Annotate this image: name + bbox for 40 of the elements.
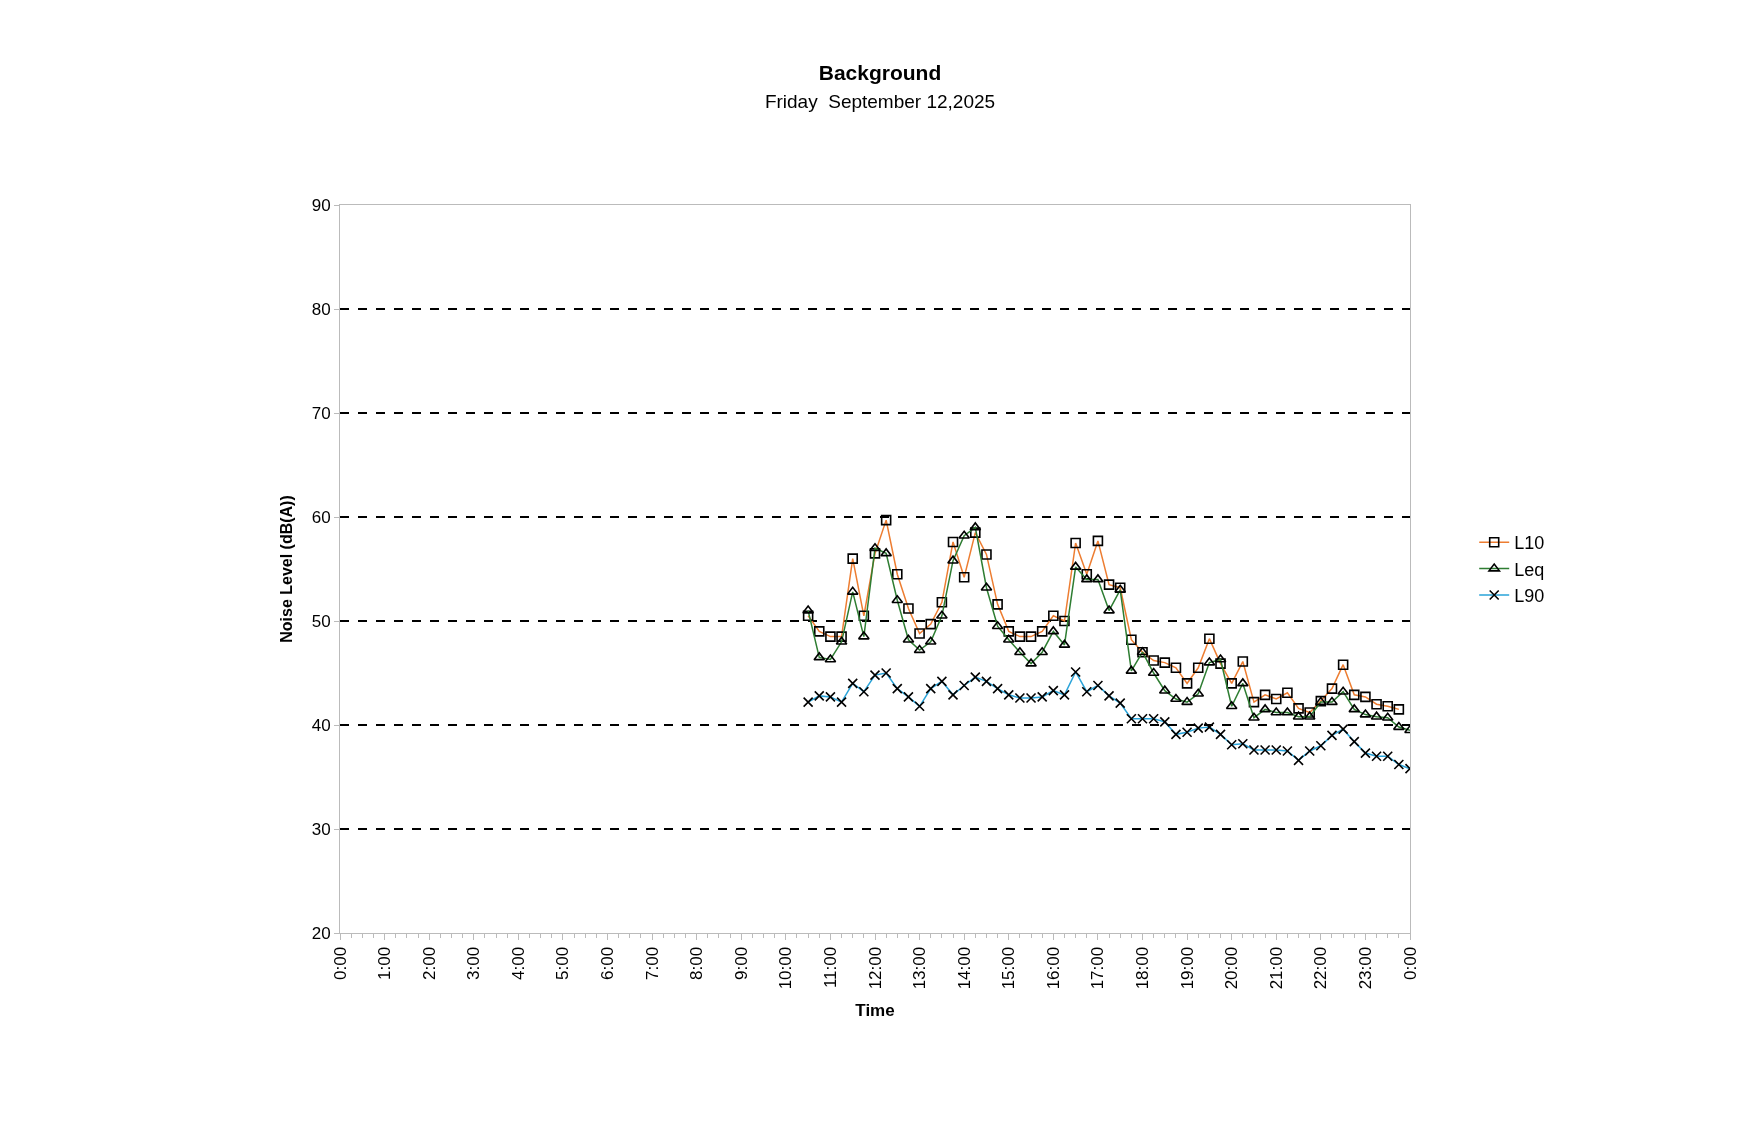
x-tick-label: 23:00	[1355, 946, 1375, 990]
x-tick-label: 14:00	[954, 946, 974, 990]
x-tick-label: 0:00	[330, 946, 350, 980]
x-tick-label: 15:00	[999, 946, 1019, 990]
x-tick-label: 18:00	[1133, 946, 1153, 990]
legend-label: Leq	[1514, 559, 1545, 580]
y-tick-label: 90	[311, 195, 331, 215]
x-axis-title: Time	[855, 1000, 895, 1020]
legend-label: L10	[1514, 533, 1545, 554]
x-tick-label: 0:00	[1400, 946, 1420, 980]
y-tick-label: 70	[311, 403, 331, 423]
y-tick-label: 20	[311, 923, 331, 943]
x-tick-label: 2:00	[419, 946, 439, 980]
legend-label: L90	[1514, 586, 1545, 607]
x-tick-label: 21:00	[1266, 946, 1286, 990]
y-tick-label: 50	[311, 611, 331, 631]
y-tick-label: 60	[311, 507, 331, 527]
x-tick-label: 4:00	[508, 946, 528, 980]
x-tick-label: 20:00	[1222, 946, 1242, 990]
y-tick-label: 80	[311, 299, 331, 319]
x-tick-label: 12:00	[865, 946, 885, 990]
x-tick-label: 22:00	[1311, 946, 1331, 990]
x-tick-label: 16:00	[1043, 946, 1063, 990]
x-tick-label: 17:00	[1088, 946, 1108, 990]
x-tick-label: 13:00	[910, 946, 930, 990]
chart-subtitle: Friday September 12,2025	[764, 90, 996, 112]
x-tick-label: 5:00	[553, 946, 573, 980]
x-tick-label: 6:00	[598, 946, 618, 980]
x-tick-label: 1:00	[375, 946, 395, 980]
x-tick-label: 7:00	[642, 946, 662, 980]
x-tick-label: 11:00	[820, 946, 840, 989]
x-tick-label: 19:00	[1177, 946, 1197, 990]
y-axis-title: Noise Level (dB(A))	[277, 495, 295, 643]
chart-title: Background	[818, 61, 942, 85]
y-tick-label: 30	[311, 819, 331, 839]
y-tick-label: 40	[311, 715, 331, 735]
x-tick-label: 3:00	[464, 946, 484, 980]
x-tick-label: 8:00	[687, 946, 707, 980]
x-tick-label: 9:00	[731, 946, 751, 980]
x-tick-label: 10:00	[776, 946, 796, 990]
